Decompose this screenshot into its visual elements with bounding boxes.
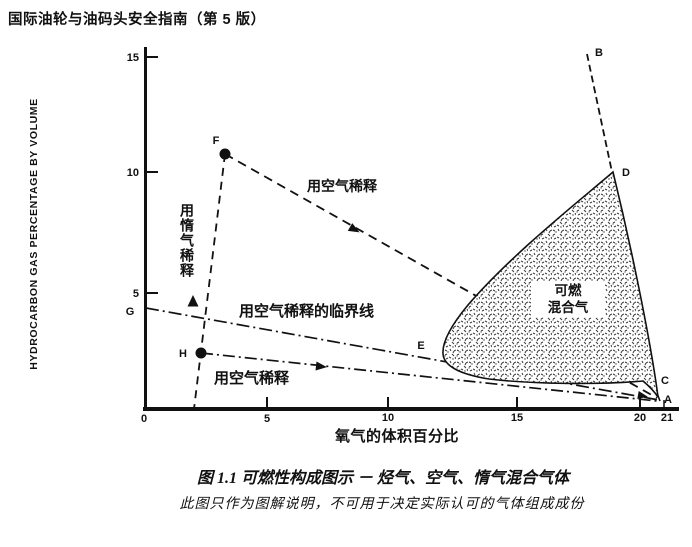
- y-axis-title: HYDROCARBON GAS PERCENTAGE BY VOLUME: [28, 98, 40, 369]
- y-tick-label-15: 15: [127, 52, 139, 64]
- x-tick-label-15: 15: [511, 412, 523, 424]
- point-label-B: B: [595, 47, 603, 59]
- label-dilute-with-air-upper: 用空气稀释: [307, 178, 377, 194]
- flammable-region-label: 可燃 混合气: [531, 281, 605, 317]
- point-label-D: D: [622, 167, 630, 179]
- point-label-H: H: [179, 348, 187, 360]
- point-label-E: E: [417, 340, 424, 352]
- point-F-dot: [219, 148, 231, 160]
- y-tick-label-10: 10: [127, 167, 139, 179]
- figure-note: 此图只作为图解说明，不可用于决定实际认可的气体组成成份: [179, 497, 585, 512]
- triangle-marker-on-critical-line: [187, 295, 199, 307]
- label-dilute-with-air-lower: 用空气稀释: [214, 370, 290, 387]
- x-axis-title: 氧气的体积百分比: [335, 428, 460, 445]
- point-label-G: G: [126, 306, 135, 318]
- label-critical-dilution-line: 用空气稀释的临界线: [239, 303, 375, 320]
- x-tick-label-21: 21: [661, 412, 673, 424]
- arrow-on-critical-line: [637, 391, 648, 399]
- x-tick-label-10: 10: [382, 412, 394, 424]
- line-dilute-with-inert-gas: [193, 153, 226, 410]
- arrow-on-air-dilution-lower: [315, 361, 327, 371]
- point-label-C: C: [661, 375, 669, 387]
- x-tick-label-5: 5: [264, 413, 270, 425]
- x-tick-label-20: 20: [634, 412, 646, 424]
- point-H-dot: [195, 347, 207, 359]
- point-label-F: F: [213, 135, 220, 147]
- page-title: 国际油轮与油码头安全指南（第 5 版）: [8, 12, 266, 28]
- arrow-on-air-dilution-upper: [347, 223, 360, 233]
- line-critical-dilution-with-air: [145, 307, 660, 401]
- figure-caption: 图 1.1 可燃性构成图示 － 烃气、空气、惰气混合气体: [196, 470, 570, 487]
- label-dilute-with-inert-gas: 用惰气稀释: [179, 203, 195, 278]
- x-tick-label-0: 0: [141, 413, 147, 425]
- line-dilute-with-air-from-H: [200, 352, 658, 402]
- y-tick-label-5: 5: [133, 288, 139, 300]
- line-hydrocarbon-air-mixture: [586, 53, 613, 173]
- point-label-A: A: [664, 394, 672, 406]
